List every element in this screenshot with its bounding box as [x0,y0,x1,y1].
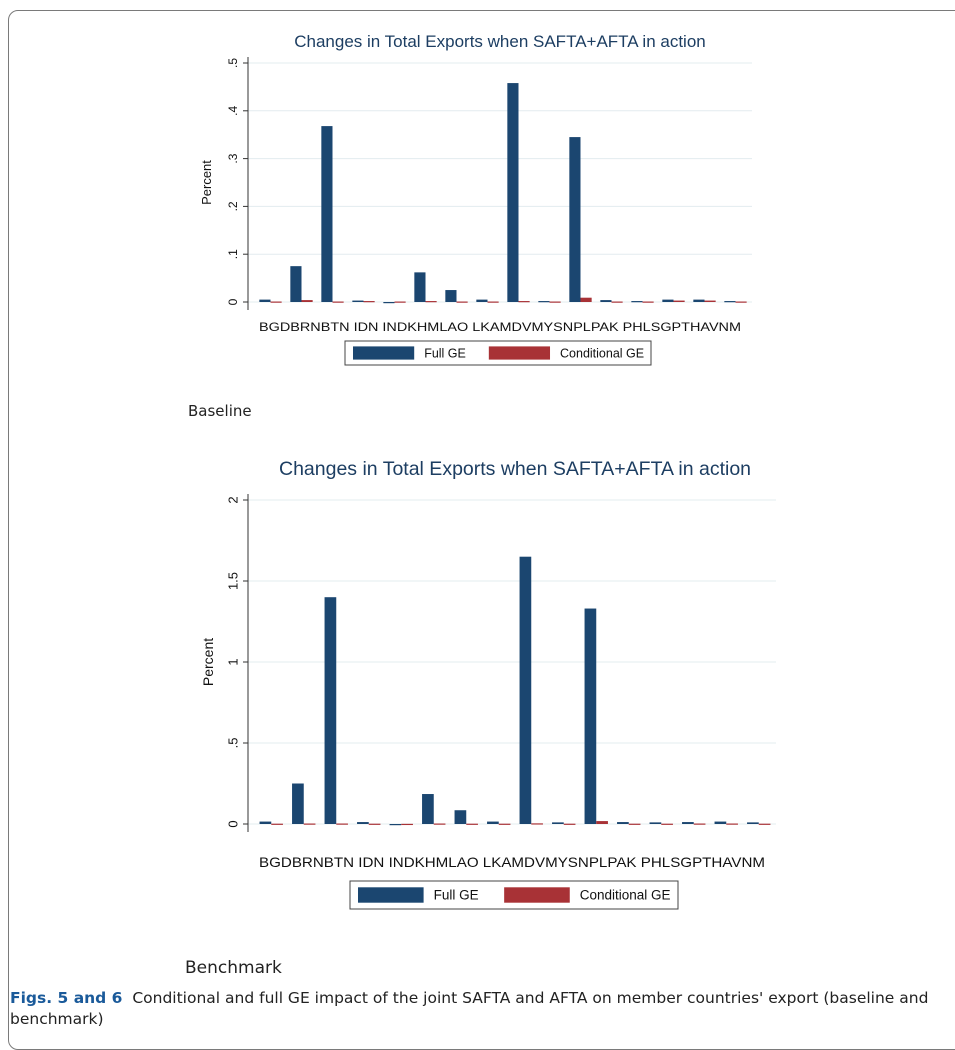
bar-full-ge-ind [389,824,402,826]
bar-conditional-ge-mdv [531,823,543,825]
bar-full-ge-brn [292,783,304,824]
bar-conditional-ge-btn [336,823,348,825]
y-tick-label: .4 [226,105,240,115]
caption-text: Conditional and full GE impact of the jo… [10,989,929,1028]
bar-conditional-ge-khm [425,301,437,303]
baseline-chart: Changes in Total Exports when SAFTA+AFTA… [199,32,752,366]
bar-conditional-ge-ind [394,301,406,303]
bar-conditional-ge-vnm [758,823,771,825]
bar-full-ge-brn [290,266,302,302]
bar-full-ge-khm [422,794,434,824]
bar-conditional-ge-phl [642,301,654,303]
bar-full-ge-npl [569,137,581,302]
bar-full-ge-tha [693,299,705,302]
bar-full-ge-sgp [662,299,674,302]
benchmark-plot: Changes in Total Exports when SAFTA+AFTA… [200,458,776,910]
bar-full-ge-mdv [519,556,532,824]
bar-conditional-ge-pak [628,823,641,825]
y-tick-label: 1.5 [225,572,240,590]
bar-conditional-ge-tha [726,823,738,825]
y-tick-label: .3 [226,153,240,163]
bar-conditional-ge-mdv [518,301,530,303]
bar-conditional-ge-npl [580,297,592,302]
bar-full-ge-tha [714,821,727,824]
bar-full-ge-lao [445,290,457,302]
bar-conditional-ge-bgd [271,823,283,825]
y-tick-label: .5 [226,58,240,68]
y-tick-label: 0 [226,298,240,305]
bar-conditional-ge-idn [363,301,375,303]
bar-conditional-ge-sgp [693,823,706,825]
y-tick-label: 1 [225,658,240,665]
legend-label: Conditional GE [580,888,671,903]
bar-full-ge-vnm [747,822,759,824]
legend-swatch [353,346,415,360]
bar-full-ge-khm [414,272,426,302]
bar-conditional-ge-pak [611,301,623,303]
bar-full-ge-vnm [724,301,736,303]
bar-full-ge-lka [487,821,499,824]
bar-full-ge-phl [649,822,662,824]
y-tick-label: 0 [225,820,240,827]
bar-full-ge-bgd [259,299,271,302]
x-category-labels: BGDBRNBTN IDN INDKHMLAO LKAMDVMYSNPLPAK … [259,854,765,870]
bar-full-ge-pak [600,300,612,302]
bar-full-ge-btn [324,597,337,824]
bar-conditional-ge-khm [433,823,446,825]
benchmark-label: Benchmark [185,958,282,978]
x-category-labels: BGDBRNBTN IDN INDKHMLAO LKAMDVMYSNPLPAK … [259,320,741,334]
legend-label: Conditional GE [560,347,644,361]
bar-conditional-ge-mys [549,301,561,303]
bar-full-ge-btn [321,126,333,302]
bar-conditional-ge-btn [332,301,344,303]
bar-conditional-ge-ind [401,823,413,826]
figure-caption: Figs. 5 and 6 Conditional and full GE im… [10,988,940,1030]
bar-conditional-ge-brn [301,300,313,302]
bar-full-ge-mys [552,822,564,824]
bar-conditional-ge-tha [704,300,716,302]
bar-conditional-ge-npl [596,821,608,824]
bar-conditional-ge-sgp [673,300,685,302]
bar-conditional-ge-lka [487,301,499,303]
bar-full-ge-lao [454,810,467,824]
bar-full-ge-lka [476,299,488,302]
bar-full-ge-idn [352,300,364,302]
bar-conditional-ge-lka [498,823,511,825]
bar-full-ge-bgd [259,821,272,824]
chart-title: Changes in Total Exports when SAFTA+AFTA… [279,458,751,480]
bar-full-ge-mys [538,301,550,303]
bar-conditional-ge-mys [563,823,576,825]
baseline-label: Baseline [188,402,252,420]
bar-full-ge-npl [584,608,597,824]
y-tick-label: .5 [225,738,240,749]
bar-conditional-ge-bgd [270,301,282,303]
bar-conditional-ge-brn [303,823,316,825]
y-tick-label: .2 [226,201,240,211]
y-axis-label: Percent [199,160,214,205]
bar-conditional-ge-vnm [735,301,747,303]
bar-full-ge-phl [631,301,643,303]
y-axis-label: Percent [200,638,216,686]
legend-label: Full GE [424,347,466,361]
y-tick-label: .1 [226,249,240,259]
y-tick-label: 2 [225,496,240,503]
legend-swatch [504,887,570,903]
bar-conditional-ge-lao [466,823,478,825]
legend-swatch [488,346,551,360]
bar-full-ge-sgp [682,822,694,824]
chart-title: Changes in Total Exports when SAFTA+AFTA… [294,32,706,51]
bar-conditional-ge-lao [456,301,468,303]
bar-conditional-ge-idn [368,823,381,825]
benchmark-chart: Changes in Total Exports when SAFTA+AFTA… [200,458,776,910]
bar-full-ge-idn [357,822,369,824]
bar-full-ge-ind [383,302,395,304]
baseline-plot: Changes in Total Exports when SAFTA+AFTA… [199,32,752,366]
bar-full-ge-pak [617,822,629,824]
bar-full-ge-mdv [507,83,519,303]
legend-swatch [358,887,424,903]
legend-label: Full GE [434,888,479,903]
bar-conditional-ge-phl [661,823,673,825]
caption-bold: Figs. 5 and 6 [10,989,123,1007]
